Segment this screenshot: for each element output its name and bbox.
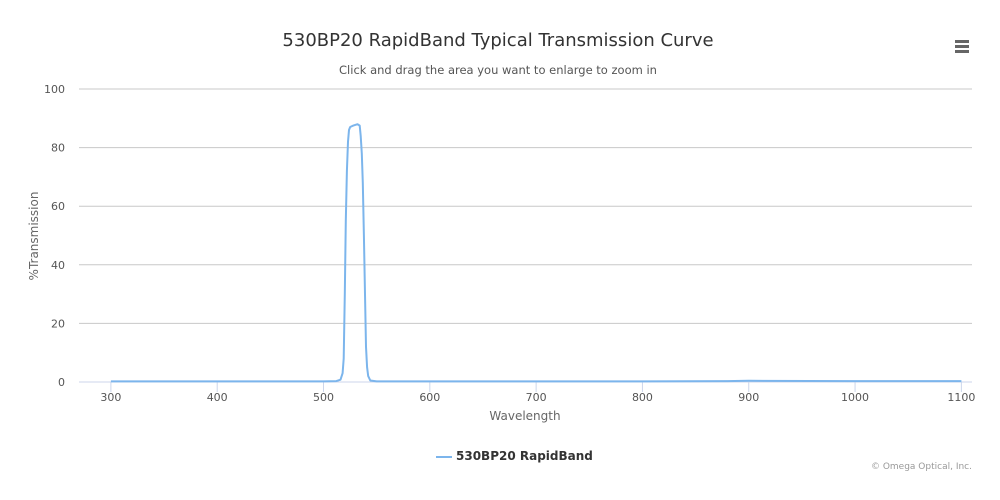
x-tick-label: 900: [738, 391, 759, 404]
x-tick-label: 600: [419, 391, 440, 404]
grid-lines: [79, 88, 972, 324]
x-axis: 300 400 500 600 700 800 900 1000 1100: [79, 381, 975, 404]
y-tick-label: 100: [44, 83, 65, 96]
legend-label: 530BP20 RapidBand: [456, 449, 593, 463]
y-tick-label: 60: [51, 200, 65, 213]
credits-link[interactable]: © Omega Optical, Inc.: [870, 462, 972, 472]
y-axis: 0 20 40 60 80 100: [44, 83, 65, 389]
hamburger-menu-icon[interactable]: [950, 35, 974, 57]
x-tick-label: 700: [526, 391, 547, 404]
x-tick-label: 1100: [947, 391, 975, 404]
chart-subtitle: Click and drag the area you want to enla…: [339, 63, 657, 77]
y-axis-title: %Transmission: [27, 192, 41, 281]
y-tick-label: 40: [51, 259, 65, 272]
x-tick-label: 500: [313, 391, 334, 404]
x-tick-label: 400: [207, 391, 228, 404]
x-tick-label: 800: [632, 391, 653, 404]
x-tick-label: 300: [100, 391, 121, 404]
y-tick-label: 80: [51, 142, 65, 155]
series-line[interactable]: [110, 123, 962, 383]
legend-swatch: [436, 456, 452, 458]
x-tick-label: 1000: [841, 391, 869, 404]
chart-title: 530BP20 RapidBand Typical Transmission C…: [282, 30, 714, 51]
y-tick-label: 20: [51, 317, 65, 330]
y-tick-label: 0: [58, 376, 65, 389]
series-group: [110, 123, 962, 383]
x-axis-title: Wavelength: [489, 409, 560, 423]
